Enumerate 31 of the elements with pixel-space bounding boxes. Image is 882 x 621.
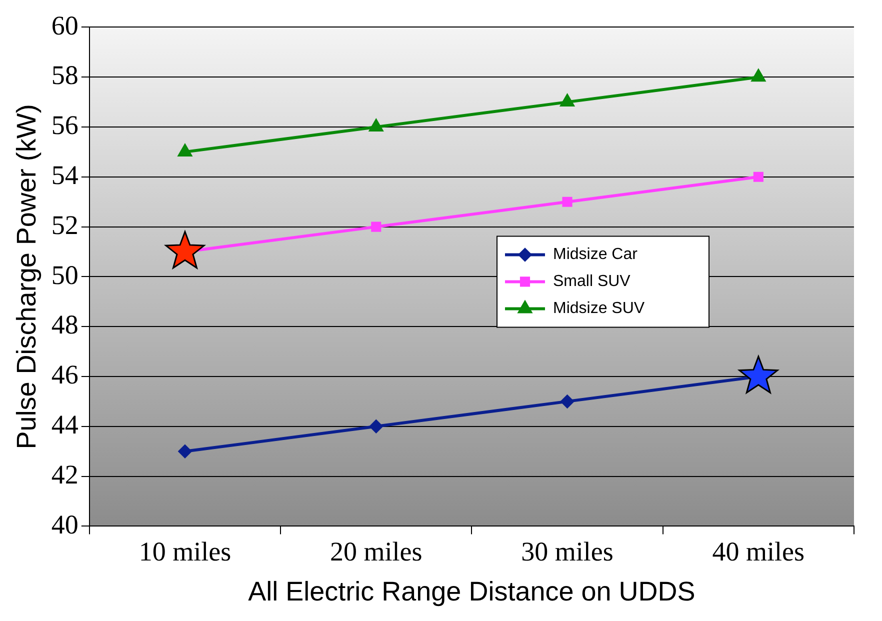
legend-label: Midsize SUV (553, 300, 645, 318)
point (560, 94, 574, 107)
x-tick-label: 10 miles (138, 536, 232, 566)
legend-label: Midsize Car (553, 246, 638, 264)
x-tick-label: 20 miles (330, 536, 422, 566)
point (178, 444, 192, 458)
point (178, 144, 192, 156)
y-tick-label: 40 (51, 509, 78, 540)
y-tick-label: 42 (51, 459, 78, 490)
point (562, 196, 572, 207)
x-tick-label: 30 miles (521, 536, 614, 566)
legend-label: Small SUV (553, 273, 631, 290)
x-tick-label: 40 miles (712, 536, 805, 566)
y-tick-label: 60 (51, 10, 78, 40)
y-tick-label: 58 (51, 60, 78, 90)
y-axis-title: Pulse Discharge Power (kW) (12, 104, 42, 450)
point (370, 420, 383, 433)
y-tick-label: 50 (51, 260, 78, 290)
y-tick-label: 56 (51, 110, 78, 140)
y-tick-label: 54 (51, 160, 79, 190)
y-tick-label: 46 (51, 360, 78, 390)
point (560, 394, 574, 408)
x-axis-title: All Electric Range Distance on UDDS (248, 576, 696, 606)
y-tick-label: 52 (51, 210, 78, 240)
y-tick-label: 44 (51, 409, 79, 440)
point (371, 222, 382, 232)
point (165, 231, 205, 269)
point (753, 172, 764, 182)
point (752, 70, 766, 82)
y-tick-label: 48 (51, 310, 78, 340)
point (369, 120, 383, 132)
